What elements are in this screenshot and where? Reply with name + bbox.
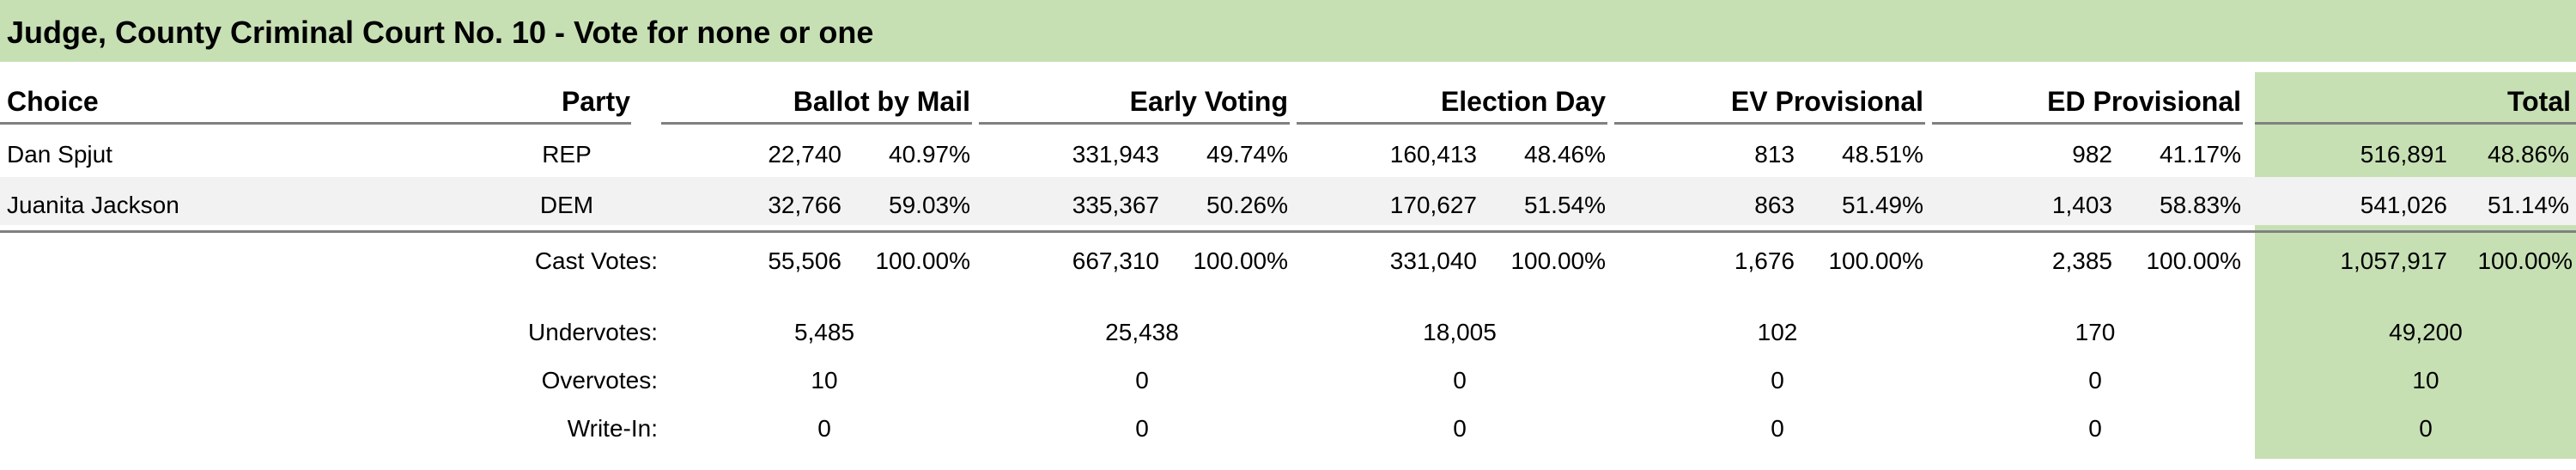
evp-percent: 100.00% bbox=[1828, 247, 1923, 274]
edp-votes: 2,385 bbox=[2051, 247, 2112, 274]
candidate-name: Juanita Jackson bbox=[7, 192, 179, 218]
edp-votes: 1,403 bbox=[2051, 192, 2112, 218]
mail-overvotes: 10 bbox=[811, 367, 838, 394]
evp-write-in: 0 bbox=[1771, 415, 1784, 442]
ev-votes: 667,310 bbox=[1072, 247, 1159, 274]
total-column-background bbox=[2255, 72, 2576, 459]
mail-undervotes: 5,485 bbox=[793, 319, 855, 345]
header-election-day: Election Day bbox=[1440, 86, 1606, 117]
header-early-voting: Early Voting bbox=[1129, 86, 1288, 117]
race-title: Judge, County Criminal Court No. 10 - Vo… bbox=[7, 15, 874, 50]
total-percent: 51.14% bbox=[2488, 192, 2569, 218]
total-votes: 541,026 bbox=[2360, 192, 2447, 218]
candidate-party: DEM bbox=[539, 192, 594, 218]
header-rule-ev bbox=[979, 122, 1290, 125]
evp-votes: 1,676 bbox=[1734, 247, 1795, 274]
edp-write-in: 0 bbox=[2088, 415, 2102, 442]
mail-percent: 40.97% bbox=[889, 141, 970, 168]
header-total: Total bbox=[2506, 86, 2571, 117]
header-rule-choice-party bbox=[0, 122, 631, 125]
ed-percent: 51.54% bbox=[1524, 192, 1606, 218]
header-rule-ed bbox=[1297, 122, 1607, 125]
mail-percent: 100.00% bbox=[875, 247, 970, 274]
total-overvotes: 10 bbox=[2412, 367, 2439, 394]
edp-overvotes: 0 bbox=[2088, 367, 2102, 394]
header-rule-total bbox=[2255, 122, 2576, 125]
ev-percent: 49.74% bbox=[1206, 141, 1288, 168]
mail-votes: 32,766 bbox=[768, 192, 841, 218]
candidate-party: REP bbox=[542, 141, 592, 168]
ed-votes: 170,627 bbox=[1389, 192, 1477, 218]
evp-overvotes: 0 bbox=[1771, 367, 1784, 394]
overvotes-label: Overvotes: bbox=[541, 367, 658, 394]
race-title-bar: Judge, County Criminal Court No. 10 - Vo… bbox=[0, 0, 2576, 62]
ed-percent: 48.46% bbox=[1524, 141, 1606, 168]
edp-percent: 58.83% bbox=[2160, 192, 2241, 218]
evp-percent: 51.49% bbox=[1842, 192, 1923, 218]
header-rule-evp bbox=[1614, 122, 1925, 125]
candidate-name: Dan Spjut bbox=[7, 141, 112, 168]
ed-overvotes: 0 bbox=[1453, 367, 1467, 394]
cast-votes-label: Cast Votes: bbox=[534, 247, 658, 274]
ed-write-in: 0 bbox=[1453, 415, 1467, 442]
totals-rule bbox=[0, 230, 2576, 233]
ed-votes: 331,040 bbox=[1389, 247, 1477, 274]
mail-percent: 59.03% bbox=[889, 192, 970, 218]
ed-percent: 100.00% bbox=[1510, 247, 1606, 274]
mail-write-in: 0 bbox=[817, 415, 831, 442]
header-ev-provisional: EV Provisional bbox=[1730, 86, 1923, 117]
evp-votes: 813 bbox=[1754, 141, 1795, 168]
header-rule-edp bbox=[1932, 122, 2243, 125]
total-undervotes: 49,200 bbox=[2389, 319, 2463, 345]
evp-votes: 863 bbox=[1754, 192, 1795, 218]
header-choice: Choice bbox=[7, 86, 99, 117]
mail-votes: 55,506 bbox=[768, 247, 841, 274]
ev-overvotes: 0 bbox=[1135, 367, 1149, 394]
evp-undervotes: 102 bbox=[1757, 319, 1798, 345]
row-stripe bbox=[0, 177, 2576, 225]
header-party: Party bbox=[561, 86, 630, 117]
ev-write-in: 0 bbox=[1135, 415, 1149, 442]
total-write-in: 0 bbox=[2419, 415, 2433, 442]
ev-percent: 50.26% bbox=[1206, 192, 1288, 218]
ed-votes: 160,413 bbox=[1389, 141, 1477, 168]
ed-undervotes: 18,005 bbox=[1423, 319, 1497, 345]
undervotes-label: Undervotes: bbox=[528, 319, 658, 345]
header-ed-provisional: ED Provisional bbox=[2047, 86, 2241, 117]
write-in-label: Write-In: bbox=[567, 415, 658, 442]
ev-undervotes: 25,438 bbox=[1105, 319, 1179, 345]
header-ballot-by-mail: Ballot by Mail bbox=[793, 86, 970, 117]
total-votes: 1,057,917 bbox=[2340, 247, 2447, 274]
edp-votes: 982 bbox=[2072, 141, 2112, 168]
edp-undervotes: 170 bbox=[2075, 319, 2116, 345]
mail-votes: 22,740 bbox=[768, 141, 841, 168]
total-percent: 48.86% bbox=[2488, 141, 2569, 168]
total-percent: 100.00% bbox=[2477, 247, 2573, 274]
ev-votes: 331,943 bbox=[1072, 141, 1159, 168]
evp-percent: 48.51% bbox=[1842, 141, 1923, 168]
ev-percent: 100.00% bbox=[1193, 247, 1288, 274]
edp-percent: 100.00% bbox=[2146, 247, 2241, 274]
header-rule-mail bbox=[661, 122, 972, 125]
edp-percent: 41.17% bbox=[2160, 141, 2241, 168]
ev-votes: 335,367 bbox=[1072, 192, 1159, 218]
total-votes: 516,891 bbox=[2360, 141, 2447, 168]
